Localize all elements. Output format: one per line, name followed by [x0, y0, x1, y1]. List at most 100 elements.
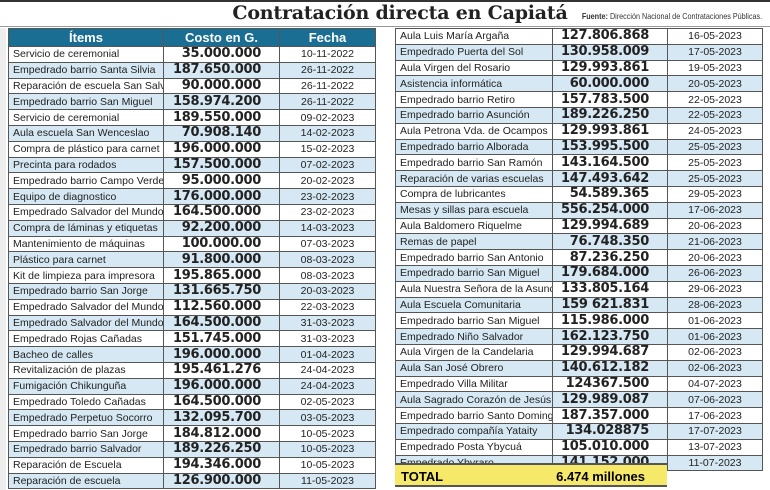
cell-item: Aula Virgen del Rosario [395, 59, 553, 77]
cell-cost: 164.500.000 [163, 314, 280, 332]
table-row: Empedrado Posta Ybycuá 105.010.000 13-07-2… [395, 438, 763, 456]
cell-cost: 147.493.642 [552, 170, 668, 187]
table-row: Aula escuela San Wenceslao 70.908.140 14-0… [8, 124, 376, 142]
cell-date: 20-05-2023 [667, 75, 763, 93]
cell-date: 17-06-2023 [667, 407, 763, 424]
cell-cost: 60.000.000 [552, 75, 668, 93]
total-row: TOTAL 6.474 millones [395, 463, 667, 487]
cell-cost: 196.000.000 [163, 346, 280, 363]
cell-date: 20-06-2023 [667, 249, 763, 266]
page-title: Contratación directa en Capiatá [232, 2, 568, 24]
cell-date: 10-05-2023 [279, 425, 376, 442]
cell-item: Empedrado barrio Santo Domingo [395, 407, 553, 424]
cell-cost: 187.650.000 [163, 61, 280, 79]
cell-date: 25-05-2023 [667, 154, 763, 172]
table-row: Reparación de escuela San Salvador90.000… [8, 77, 376, 95]
cell-date: 03-05-2023 [279, 409, 376, 427]
cell-date: 10-05-2023 [279, 456, 376, 474]
cell-cost: 151.745.000 [163, 330, 280, 348]
table-row: Empedrado barrio San Jorge 184.812.000 10-… [8, 425, 376, 442]
title-rule [0, 26, 770, 27]
cell-date: 19-05-2023 [667, 59, 763, 77]
cell-date: 31-03-2023 [279, 330, 376, 348]
cell-item: Compra de plástico para carnet [8, 140, 164, 158]
cell-item: Empedrado Niño Salvador [395, 328, 553, 345]
total-label: TOTAL [401, 469, 444, 484]
cell-date: 17-07-2023 [667, 422, 763, 440]
cell-cost: 87.236.250 [552, 249, 668, 266]
table-row: Servicio de ceremonial 35.000.000 10-11-20… [8, 46, 376, 63]
cell-item: Mesas y sillas para escuela [395, 201, 553, 219]
contracts-table-left: Ítems Costo en G. Fecha Servicio de cere… [8, 28, 376, 490]
cell-date: 22-05-2023 [667, 106, 763, 124]
cell-date: 02-05-2023 [279, 393, 376, 411]
cell-cost: 153.995.500 [552, 138, 668, 156]
cell-cost: 140.612.182 [552, 359, 668, 377]
cell-date: 10-11-2022 [279, 46, 376, 63]
cell-cost: 158.974.200 [163, 93, 280, 111]
total-value: 6.474 millones [556, 469, 645, 484]
cell-date: 08-03-2023 [279, 251, 376, 269]
cell-cost: 130.958.009 [552, 43, 668, 61]
table-row: Empedrado barrio Asunción 189.226.250 22-0… [395, 106, 763, 124]
table-row: Empedrado barrio San Antonio 87.236.250 20… [395, 249, 763, 266]
table-row: Empedrado Villa Militar 124367.500 04-07-2… [395, 375, 763, 393]
cell-date: 20-03-2023 [279, 282, 376, 300]
cell-item: Empedrado barrio San Miguel [395, 264, 553, 282]
cell-cost: 92.200.000 [163, 219, 280, 237]
cell-date: 24-04-2023 [279, 377, 376, 395]
cell-date: 01-06-2023 [667, 328, 763, 345]
source-label: Fuente: [581, 11, 608, 21]
table-row: Empedrado barrio Santa Silvia 187.650.000… [8, 61, 376, 79]
table-row: Fumigación Chikunguña 196.000.000 24-04-20… [8, 377, 376, 395]
table-row: Aula Virgen de la Candelaria 129.994.687 0… [395, 343, 763, 361]
cell-item: Kit de limpieza para impresora [8, 267, 164, 284]
cell-item: Servicio de ceremonial [8, 46, 164, 63]
cell-date: 02-06-2023 [667, 343, 763, 361]
cell-item: Aula Luis María Argaña [395, 28, 553, 45]
cell-date: 29-05-2023 [667, 185, 763, 203]
cell-date: 07-03-2023 [279, 235, 376, 253]
cell-date: 14-02-2023 [279, 124, 376, 142]
cell-item: Empedrado barrio Santa Silvia [8, 61, 164, 79]
cell-item: Empedrado barrio San Jorge [8, 282, 164, 300]
table-row: Compra de plástico para carnet 196.000.00… [8, 140, 376, 158]
cell-item: Plástico para carnet [8, 251, 164, 269]
cell-date: 25-05-2023 [667, 138, 763, 156]
cell-cost: 115.986.000 [552, 312, 668, 330]
cell-date: 22-05-2023 [667, 91, 763, 108]
cell-cost: 164.500.000 [163, 203, 280, 221]
table-row: Empedrado Puerta del Sol 130.958.009 17-05… [395, 43, 763, 61]
cell-item: Bacheo de calles [8, 346, 164, 363]
cell-date: 25-05-2023 [667, 170, 763, 187]
cell-cost: 129.989.087 [552, 391, 668, 409]
cell-item: Compra de láminas y etiquetas [8, 219, 164, 237]
cell-item: Mantenimiento de máquinas [8, 235, 164, 253]
cell-cost: 196.000.000 [163, 140, 280, 158]
table-row: Empedrado Salvador del Mundo 112.560.000 2… [8, 298, 376, 316]
cell-cost: 35.000.000 [163, 46, 280, 63]
cell-item: Empedrado barrio Asunción [395, 106, 553, 124]
cell-item: Aula Nuestra Señora de la Asunción [395, 280, 553, 298]
table-row: Empedrado barrio Santo Domingo 187.357.00… [395, 407, 763, 424]
header-cost: Costo en G. [163, 28, 280, 47]
cell-date: 17-06-2023 [667, 201, 763, 219]
cell-item: Aula Petrona Vda. de Ocampos [395, 122, 553, 140]
cell-cost: 105.010.000 [552, 438, 668, 456]
cell-item: Aula San José Obrero [395, 359, 553, 377]
table-row: Remas de papel 76.748.350 21-06-2023 [395, 233, 763, 251]
cell-date: 11-05-2023 [279, 472, 376, 490]
top-rule [0, 0, 770, 2]
cell-item: Empedrado barrio Campo Verde [8, 172, 164, 190]
cell-date: 23-02-2023 [279, 188, 376, 205]
cell-cost: 129.993.861 [552, 122, 668, 140]
cell-item: Empedrado Salvador del Mundo [8, 203, 164, 221]
cell-cost: 162.123.750 [552, 328, 668, 345]
cell-date: 08-03-2023 [279, 267, 376, 284]
cell-date: 23-02-2023 [279, 203, 376, 221]
cell-date: 15-02-2023 [279, 140, 376, 158]
table-row: Empedrado barrio Campo Verde 95.000.000 20… [8, 172, 376, 190]
cell-item: Empedrado Toledo Cañadas [8, 393, 164, 411]
cell-cost: 126.900.000 [163, 472, 280, 490]
cell-item: Empedrado barrio San Miguel [395, 312, 553, 330]
